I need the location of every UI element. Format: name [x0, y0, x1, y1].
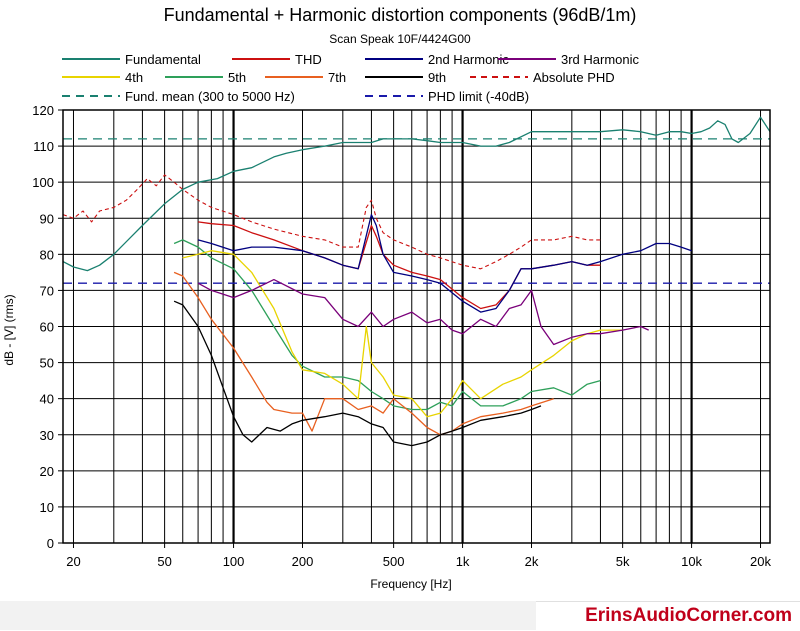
legend-label: Fundamental — [125, 52, 201, 67]
axes: 0 10 20 30 40 50 60 70 80 90 100 110 120 20 50 100 200 50… — [32, 103, 771, 569]
x-tick-label: 500 — [383, 554, 405, 569]
legend: Fundamental THD 2nd Harmonic 3rd Harmonic 4t… — [62, 52, 640, 104]
x-tick-label: 1k — [456, 554, 470, 569]
distortion-chart: Fundamental + Harmonic distortion compon… — [2, 5, 772, 591]
y-tick-label: 30 — [40, 428, 54, 443]
y-axis-label: dB - [V] (rms) — [2, 294, 16, 365]
y-tick-label: 20 — [40, 464, 54, 479]
legend-label: 9th — [428, 70, 446, 85]
x-tick-label: 50 — [157, 554, 171, 569]
x-tick-label: 10k — [681, 554, 702, 569]
x-tick-label: 2k — [525, 554, 539, 569]
x-tick-label: 5k — [616, 554, 630, 569]
chart-title: Fundamental + Harmonic distortion compon… — [164, 5, 637, 25]
legend-label: Fund. mean (300 to 5000 Hz) — [125, 89, 295, 104]
y-tick-label: 90 — [40, 211, 54, 226]
series-layer — [62, 116, 771, 447]
series-line-3rd-harmonic — [197, 278, 649, 346]
legend-label: 2nd Harmonic — [428, 52, 509, 67]
series-line-absolute-phd — [62, 174, 601, 270]
y-tick-label: 10 — [40, 500, 54, 515]
x-tick-label: 200 — [292, 554, 314, 569]
watermark: ErinsAudioCorner.com — [536, 601, 800, 631]
y-tick-label: 120 — [32, 103, 54, 118]
y-tick-label: 100 — [32, 175, 54, 190]
chart-subtitle: Scan Speak 10F/4424G00 — [329, 32, 471, 46]
x-tick-label: 100 — [223, 554, 245, 569]
legend-label: Absolute PHD — [533, 70, 615, 85]
series-line-5th — [173, 239, 601, 411]
y-tick-label: 0 — [47, 536, 54, 551]
y-tick-label: 40 — [40, 392, 54, 407]
y-tick-label: 70 — [40, 283, 54, 298]
y-tick-label: 60 — [40, 320, 54, 335]
x-axis-label: Frequency [Hz] — [370, 577, 451, 591]
legend-label: PHD limit (-40dB) — [428, 89, 529, 104]
legend-label: 3rd Harmonic — [561, 52, 640, 67]
y-tick-label: 110 — [33, 139, 54, 154]
legend-label: 7th — [328, 70, 346, 85]
series-line-fundamental — [62, 116, 771, 272]
series-line-7th — [173, 271, 554, 436]
y-tick-label: 80 — [40, 247, 54, 262]
watermark-text: ErinsAudioCorner.com — [585, 605, 792, 626]
series-line-9th — [173, 300, 542, 447]
x-tick-label: 20k — [750, 554, 771, 569]
x-tick-label: 20 — [66, 554, 80, 569]
y-tick-label: 50 — [40, 356, 54, 371]
series-line-2nd-harmonic — [197, 213, 692, 313]
legend-label: 5th — [228, 70, 246, 85]
legend-label: THD — [295, 52, 322, 67]
series-line-4th — [182, 250, 623, 418]
legend-label: 4th — [125, 70, 143, 85]
footer-band — [0, 601, 536, 630]
